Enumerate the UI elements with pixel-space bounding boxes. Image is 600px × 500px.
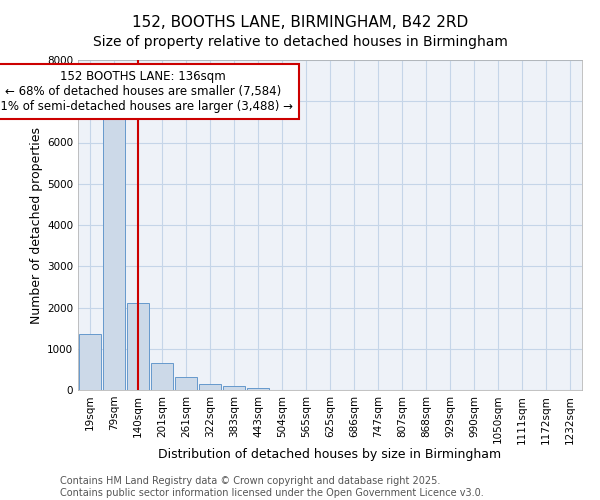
Y-axis label: Number of detached properties: Number of detached properties: [30, 126, 43, 324]
Text: Contains HM Land Registry data © Crown copyright and database right 2025.
Contai: Contains HM Land Registry data © Crown c…: [60, 476, 484, 498]
Text: 152, BOOTHS LANE, BIRMINGHAM, B42 2RD: 152, BOOTHS LANE, BIRMINGHAM, B42 2RD: [132, 15, 468, 30]
Bar: [127, 304, 149, 390]
Bar: [175, 377, 197, 390]
Bar: [199, 384, 221, 390]
Text: Size of property relative to detached houses in Birmingham: Size of property relative to detached ho…: [92, 35, 508, 49]
Bar: [247, 388, 269, 390]
Bar: [151, 363, 173, 390]
Bar: [79, 334, 101, 390]
X-axis label: Distribution of detached houses by size in Birmingham: Distribution of detached houses by size …: [158, 448, 502, 461]
Bar: [103, 114, 125, 390]
Bar: [223, 386, 245, 390]
Text: 152 BOOTHS LANE: 136sqm
← 68% of detached houses are smaller (7,584)
31% of semi: 152 BOOTHS LANE: 136sqm ← 68% of detache…: [0, 70, 293, 114]
